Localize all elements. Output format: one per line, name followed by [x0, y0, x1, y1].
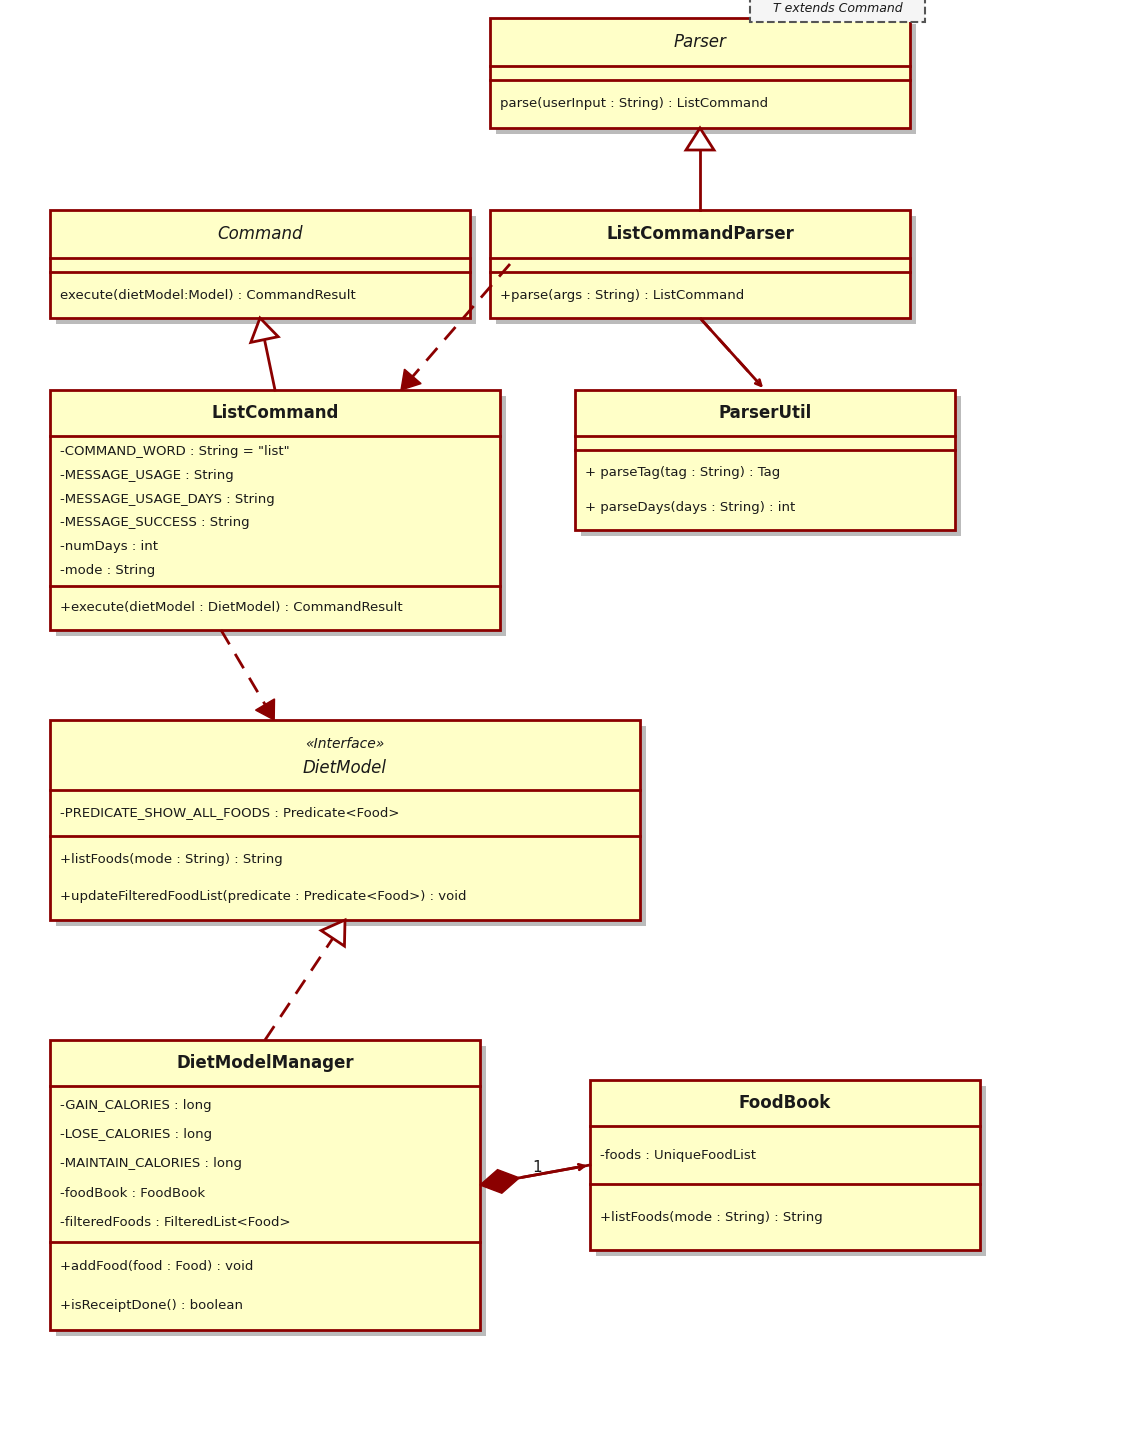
Text: T extends Command: T extends Command	[772, 1, 902, 14]
Text: +isReceiptDone() : boolean: +isReceiptDone() : boolean	[60, 1299, 243, 1312]
Text: -foodBook : FoodBook: -foodBook : FoodBook	[60, 1187, 205, 1200]
Bar	[596, 1086, 986, 1256]
Text: +updateFilteredFoodList(predicate : Predicate<Food>) : void: +updateFilteredFoodList(predicate : Pred…	[60, 890, 466, 902]
Bar	[590, 1081, 980, 1250]
Bar	[490, 210, 910, 318]
Text: -COMMAND_WORD : String = "list": -COMMAND_WORD : String = "list"	[60, 445, 290, 458]
Text: ParserUtil: ParserUtil	[718, 404, 812, 422]
Text: -MESSAGE_USAGE_DAYS : String: -MESSAGE_USAGE_DAYS : String	[60, 493, 274, 506]
Text: + parseTag(tag : String) : Tag: + parseTag(tag : String) : Tag	[585, 466, 780, 479]
Bar	[490, 19, 910, 128]
Text: Command: Command	[217, 226, 303, 243]
Text: ListCommand: ListCommand	[211, 404, 339, 422]
Text: +execute(dietModel : DietModel) : CommandResult: +execute(dietModel : DietModel) : Comman…	[60, 602, 403, 615]
Bar	[496, 24, 916, 134]
Text: +parse(args : String) : ListCommand: +parse(args : String) : ListCommand	[500, 289, 744, 302]
Text: + parseDays(days : String) : int: + parseDays(days : String) : int	[585, 502, 795, 514]
Text: -LOSE_CALORIES : long: -LOSE_CALORIES : long	[60, 1128, 212, 1141]
Bar	[50, 1040, 480, 1331]
Text: «Interface»: «Interface»	[305, 737, 385, 752]
Text: -numDays : int: -numDays : int	[60, 540, 158, 553]
Polygon shape	[255, 698, 274, 720]
Text: -MAINTAIN_CALORIES : long: -MAINTAIN_CALORIES : long	[60, 1157, 242, 1171]
Bar	[56, 1046, 485, 1336]
Bar	[50, 210, 470, 318]
Text: 1: 1	[533, 1160, 542, 1175]
Text: Parser: Parser	[674, 33, 726, 50]
Text: execute(dietModel:Model) : CommandResult: execute(dietModel:Model) : CommandResult	[60, 289, 356, 302]
Bar	[50, 720, 640, 920]
Text: +listFoods(mode : String) : String: +listFoods(mode : String) : String	[60, 854, 282, 867]
Polygon shape	[480, 1170, 519, 1193]
Text: DietModel: DietModel	[303, 759, 387, 776]
Polygon shape	[401, 369, 421, 389]
Text: +listFoods(mode : String) : String: +listFoods(mode : String) : String	[599, 1210, 823, 1223]
Polygon shape	[251, 318, 278, 342]
Text: +addFood(food : Food) : void: +addFood(food : Food) : void	[60, 1260, 253, 1273]
Bar	[56, 726, 646, 925]
Bar	[496, 216, 916, 323]
Text: FoodBook: FoodBook	[738, 1094, 831, 1112]
Bar	[750, 0, 925, 22]
Text: -MESSAGE_USAGE : String: -MESSAGE_USAGE : String	[60, 468, 234, 481]
Bar	[56, 397, 506, 637]
Bar	[50, 389, 500, 629]
Text: -PREDICATE_SHOW_ALL_FOODS : Predicate<Food>: -PREDICATE_SHOW_ALL_FOODS : Predicate<Fo…	[60, 806, 400, 819]
Polygon shape	[686, 128, 714, 149]
Text: -mode : String: -mode : String	[60, 565, 156, 578]
Text: -filteredFoods : FilteredList<Food>: -filteredFoods : FilteredList<Food>	[60, 1216, 290, 1230]
Bar	[56, 216, 476, 323]
Bar	[581, 397, 961, 536]
Polygon shape	[321, 920, 345, 946]
Bar	[575, 389, 955, 530]
Text: parse(userInput : String) : ListCommand: parse(userInput : String) : ListCommand	[500, 98, 768, 111]
Text: -foods : UniqueFoodList: -foods : UniqueFoodList	[599, 1148, 756, 1161]
Text: DietModelManager: DietModelManager	[176, 1053, 353, 1072]
Text: -GAIN_CALORIES : long: -GAIN_CALORIES : long	[60, 1099, 211, 1112]
Text: ListCommandParser: ListCommandParser	[606, 226, 794, 243]
Text: -MESSAGE_SUCCESS : String: -MESSAGE_SUCCESS : String	[60, 516, 250, 529]
